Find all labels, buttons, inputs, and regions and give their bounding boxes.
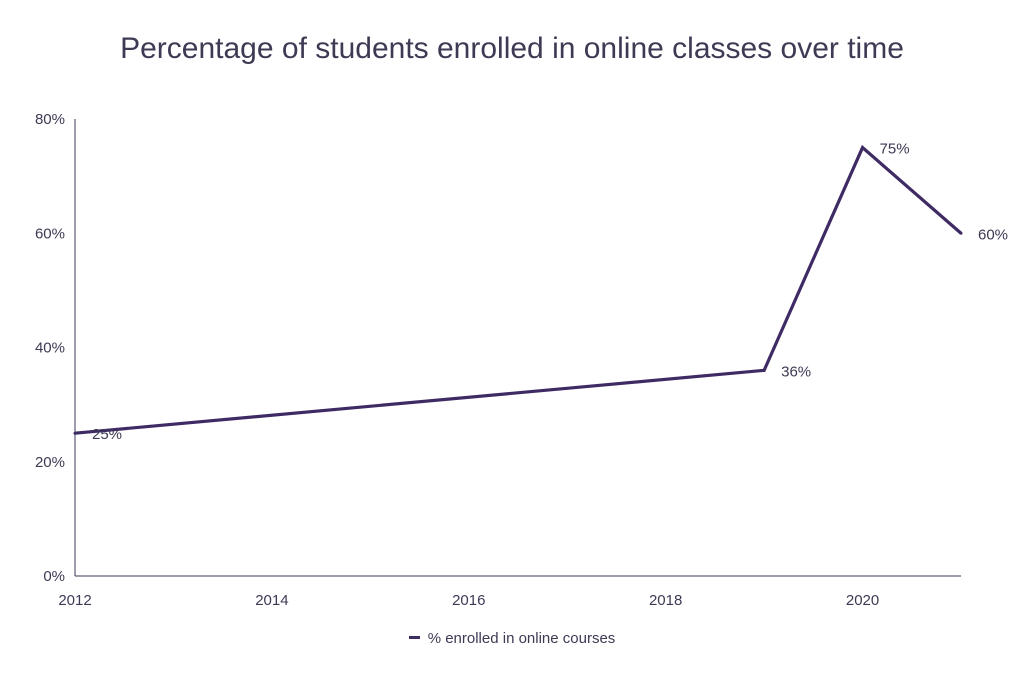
- series-line: [74, 144, 963, 435]
- x-tick-label: 2016: [452, 592, 485, 609]
- data-point: [73, 431, 77, 435]
- y-tick-label: 20%: [35, 454, 65, 471]
- data-point: [762, 368, 766, 372]
- legend: % enrolled in online courses: [0, 630, 1024, 647]
- series-layer: [73, 144, 963, 435]
- x-tick-label: 2018: [649, 592, 682, 609]
- legend-swatch: [408, 635, 420, 639]
- y-tick-label: 60%: [35, 225, 65, 242]
- x-tick-label: 2014: [255, 592, 288, 609]
- x-tick-label: 2012: [58, 592, 91, 609]
- tick-labels: 0% 20% 40% 60% 80% 2012 2014 2016 2018 2020: [35, 111, 879, 609]
- y-tick-label: 40%: [35, 340, 65, 357]
- data-labels: 25% 36% 75% 60%: [92, 141, 1008, 444]
- chart-title: Percentage of students enrolled in onlin…: [120, 32, 904, 65]
- x-tick-label: 2020: [846, 592, 879, 609]
- data-point: [959, 231, 963, 235]
- axes: [74, 119, 961, 577]
- data-label: 60%: [978, 226, 1008, 243]
- y-tick-label: 80%: [35, 111, 65, 128]
- legend-label: % enrolled in online courses: [427, 630, 616, 647]
- data-label: 36%: [781, 363, 811, 380]
- data-point: [861, 146, 865, 150]
- data-label: 75%: [880, 141, 910, 158]
- y-tick-label: 0%: [43, 568, 65, 585]
- data-label: 25%: [92, 426, 122, 443]
